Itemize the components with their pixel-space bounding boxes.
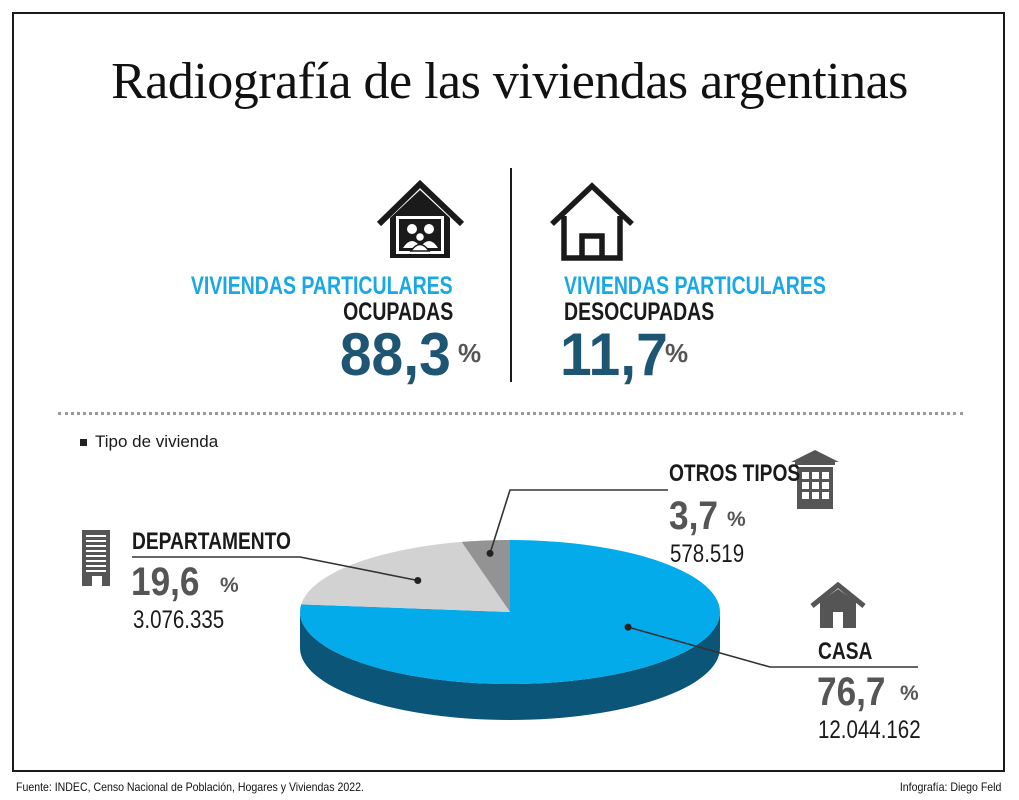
slice-percent-otros: 3,7 [669, 494, 718, 539]
occupied-unit: % [458, 338, 482, 368]
leader-dot-casa [624, 623, 632, 631]
legend-marker [80, 439, 87, 446]
pie-slice-casa [300, 540, 721, 685]
pie-slice-otros-tipos [461, 540, 510, 612]
slice-label-otros: OTROS TIPOS [669, 460, 801, 487]
page-title: Radiografía de las viviendas argentinas [111, 53, 908, 110]
slice-percent-casa: 76,7 [817, 670, 886, 715]
leader-line-departamento [132, 556, 418, 582]
leader-line-casa [627, 626, 918, 668]
casa-percent-value: 76,7 [817, 670, 886, 714]
occupied-label-line1: VIVIENDAS PARTICULARES [191, 272, 453, 300]
occupied-house-icon [376, 180, 465, 258]
otros-unit: % [727, 508, 746, 531]
leader-dot-otros-tipos [486, 549, 494, 557]
unoccupied-house-icon [550, 182, 634, 261]
unoccupied-label-line1: VIVIENDAS PARTICULARES [564, 272, 826, 300]
house-icon [810, 582, 866, 628]
pie-side-wall [300, 612, 720, 720]
unoccupied-value: 11,7 [560, 320, 668, 389]
slice-count-departamento: 3.076.335 [133, 606, 225, 634]
unoccupied-label-line2: DESOCUPADAS [564, 298, 715, 326]
departamento-percent-value: 19,6 [131, 560, 200, 604]
unoccupied-percent: 11,7 [560, 321, 668, 388]
occupied-label-line2: OCUPADAS [342, 298, 453, 326]
occupied-value: 88,3 [340, 320, 451, 389]
occupied-percent: 88,3 [340, 321, 451, 388]
slice-count-otros: 578.519 [670, 540, 745, 568]
vertical-divider [510, 168, 512, 382]
other-building-icon [791, 450, 839, 509]
leader-line-otros-tipos [489, 489, 668, 554]
legend-label: Tipo de vivienda [95, 432, 219, 451]
slice-count-casa: 12.044.162 [818, 716, 921, 744]
unoccupied-unit: % [665, 338, 689, 368]
departamento-unit: % [220, 574, 239, 597]
infographic-frame [12, 12, 1005, 772]
casa-unit: % [900, 682, 919, 705]
footer-credit: Infografía: Diego Feld [899, 780, 1001, 794]
section-divider [58, 412, 963, 415]
slice-label-departamento: DEPARTAMENTO [132, 528, 291, 555]
footer-source: Fuente: INDEC, Censo Nacional de Poblaci… [16, 780, 364, 794]
otros-percent-value: 3,7 [669, 494, 718, 538]
slice-label-casa: CASA [818, 638, 873, 665]
leader-dot-departamento [414, 576, 422, 584]
slice-percent-departamento: 19,6 [131, 560, 200, 605]
apartment-building-icon [82, 530, 110, 586]
pie-slice-departamento [301, 541, 510, 612]
